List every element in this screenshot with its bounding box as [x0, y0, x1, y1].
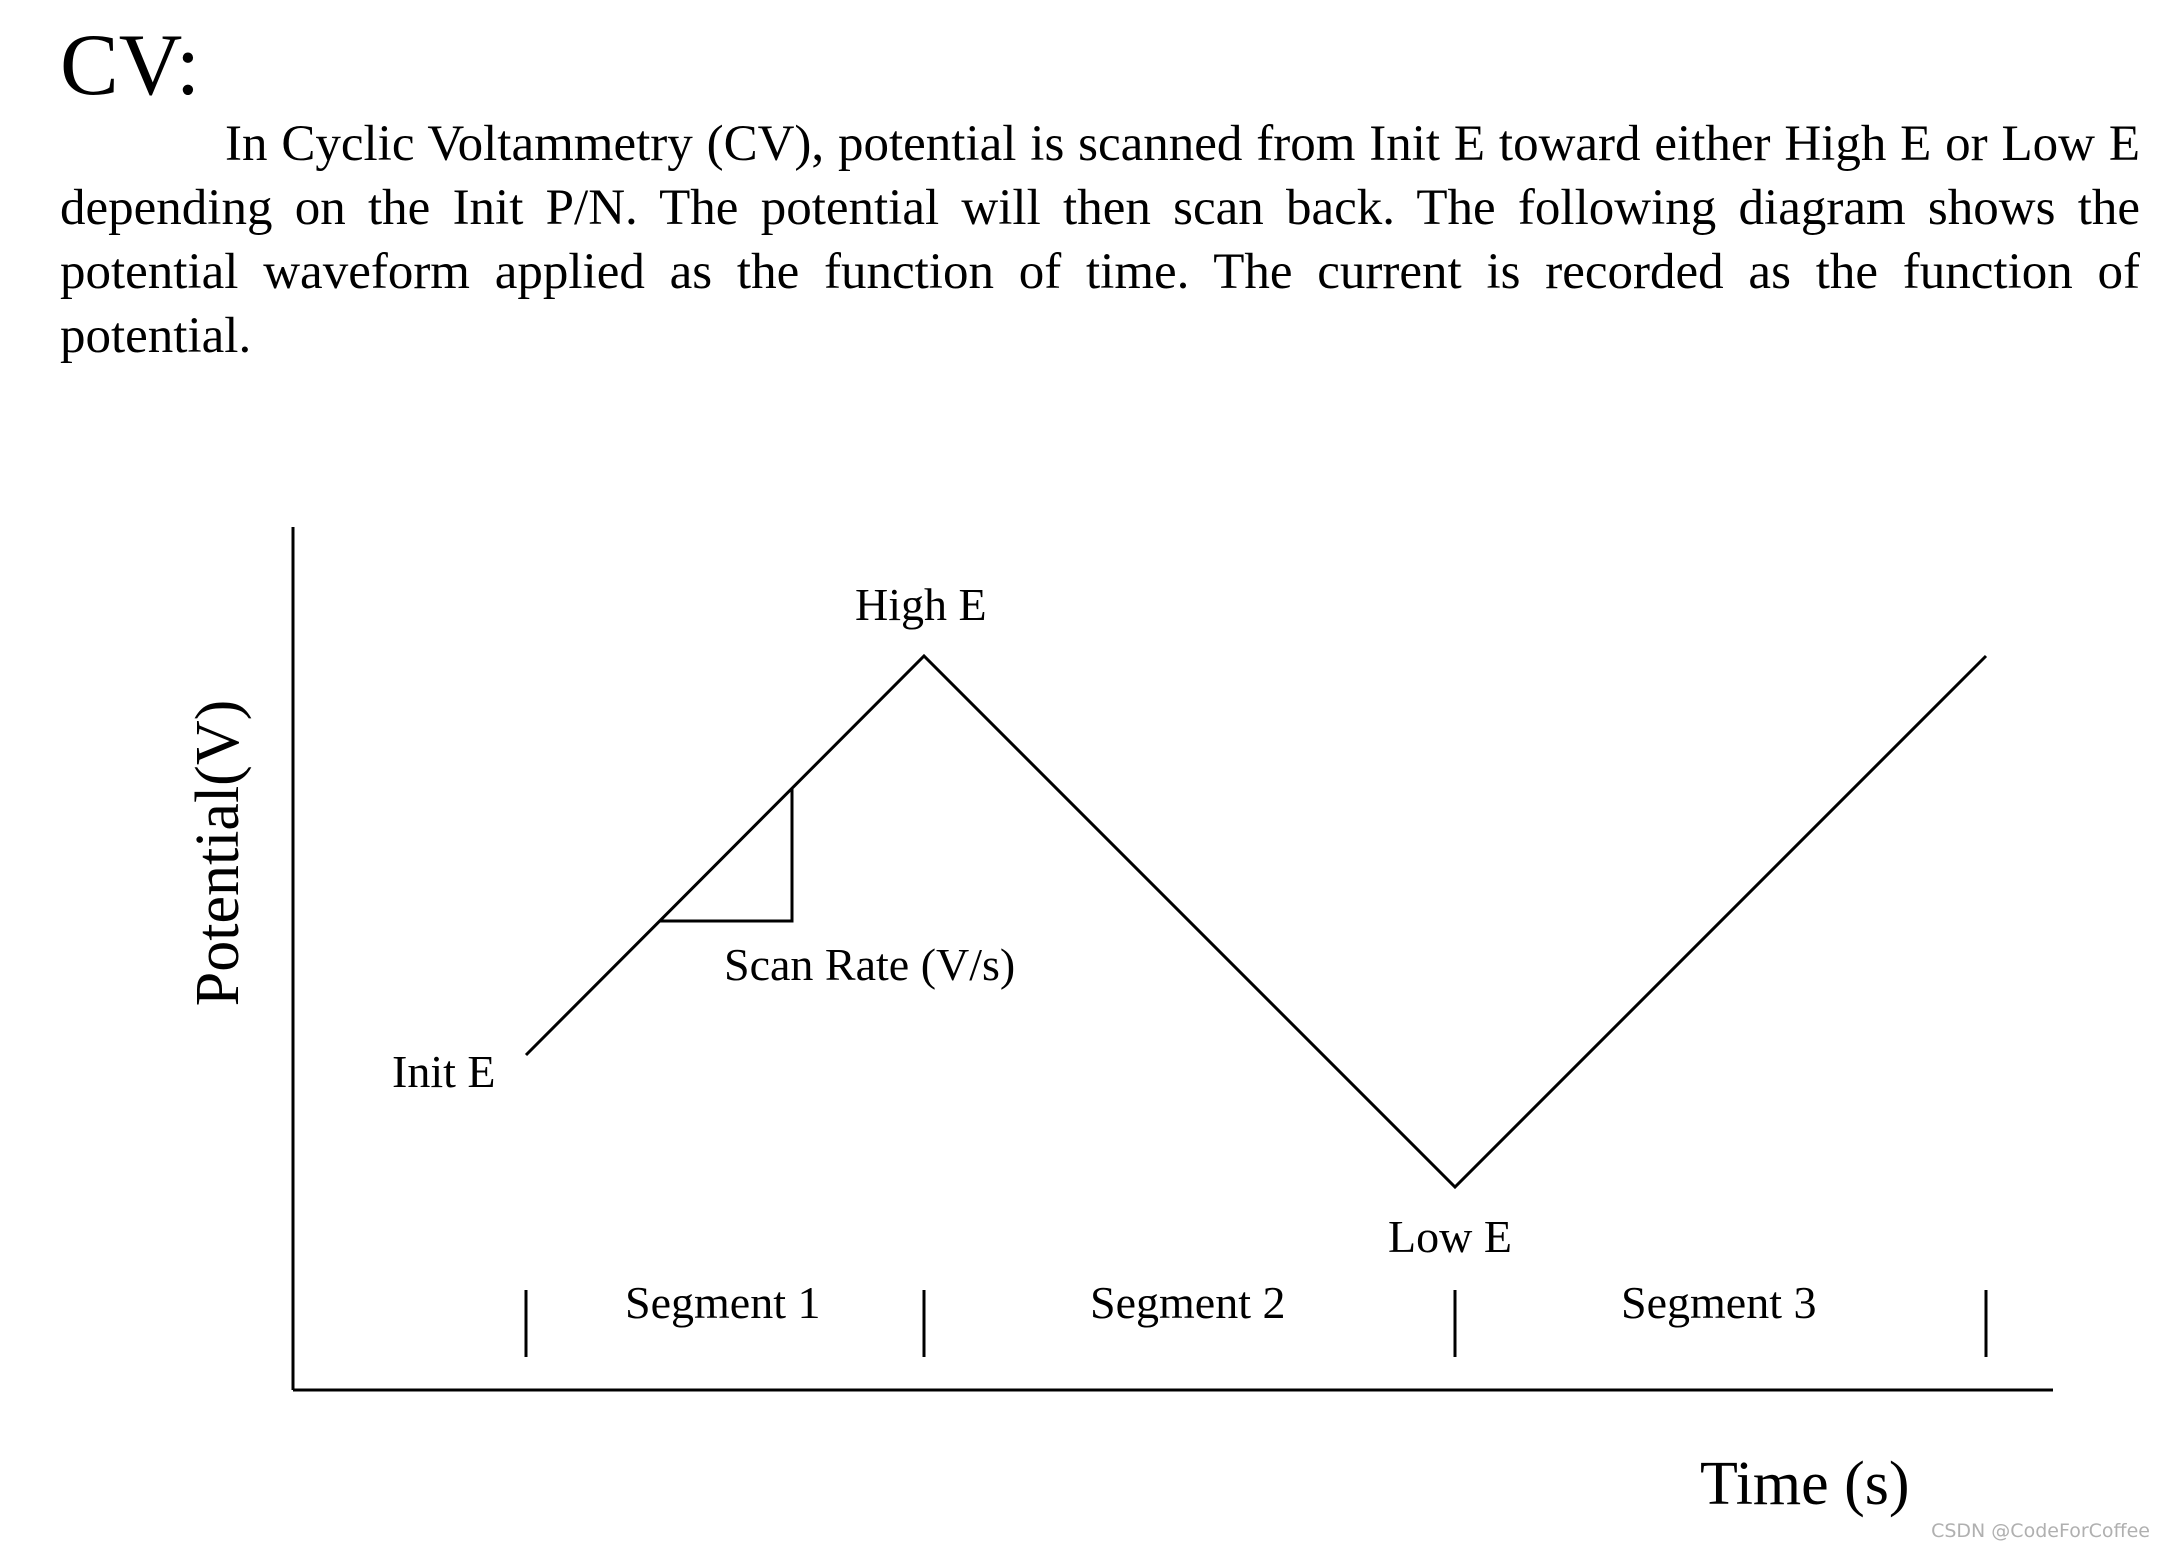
segment-3-label: Segment 3: [1621, 1277, 1816, 1328]
init-e-label: Init E: [392, 1046, 495, 1097]
high-e-label: High E: [855, 579, 987, 630]
potential-waveform: [524, 653, 1988, 1190]
scan-rate-label: Scan Rate (V/s): [724, 939, 1015, 990]
x-axis-title: Time (s): [1700, 1450, 1910, 1518]
page-heading: CV:: [60, 17, 201, 114]
y-axis-title: Potential(V): [184, 700, 252, 1007]
low-e-label: Low E: [1388, 1211, 1512, 1262]
scan-rate-triangle: [660, 789, 794, 923]
segment-1-label: Segment 1: [625, 1277, 820, 1328]
segment-2-label: Segment 2: [1090, 1277, 1285, 1328]
watermark: CSDN @CodeForCoffee: [1931, 1520, 2150, 1542]
intro-paragraph: In Cyclic Voltammetry (CV), potential is…: [60, 116, 2140, 364]
